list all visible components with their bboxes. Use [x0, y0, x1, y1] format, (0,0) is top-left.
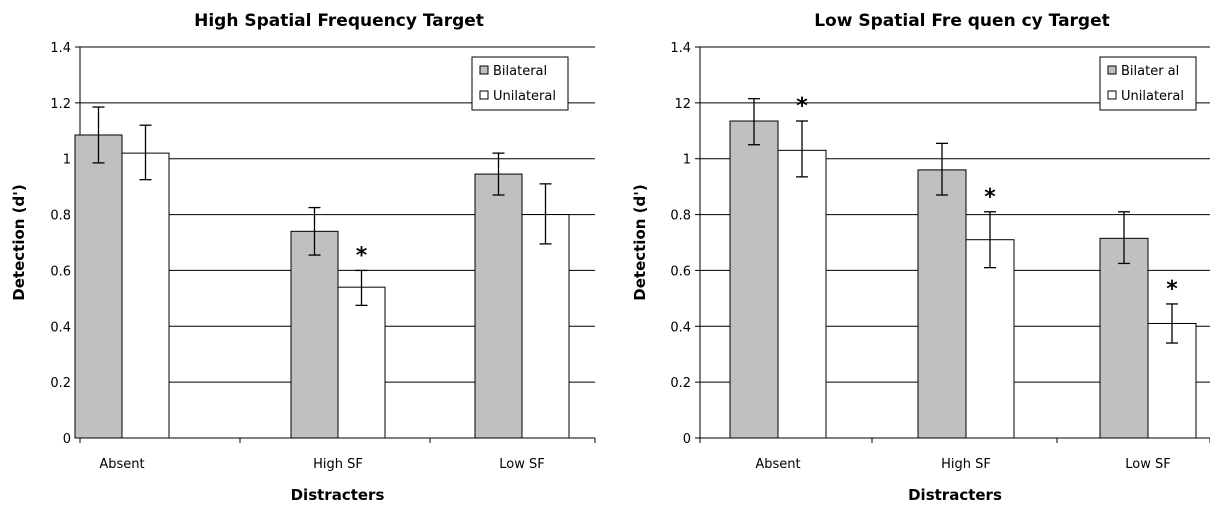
- bar-unilateral-3: [521, 214, 570, 439]
- y-tick-label: 0: [683, 432, 691, 447]
- legend-label: Unilateral: [1121, 89, 1184, 104]
- x-tick-label: Absent: [755, 457, 800, 472]
- x-tick-label: Absent: [99, 457, 144, 472]
- y-tick-label: 1: [683, 153, 691, 168]
- bar-bilateral-2: [917, 169, 967, 439]
- significance-asterisk: *: [984, 185, 996, 210]
- chart-title: High Spatial Frequency Target: [194, 11, 484, 31]
- legend-swatch: [1107, 65, 1117, 75]
- y-tick-label: 0.6: [50, 264, 71, 279]
- y-tick-label: 0.2: [50, 376, 71, 391]
- y-tick-label: 1: [63, 153, 71, 168]
- legend-label: Bilateral: [493, 64, 547, 79]
- x-tick-label: High SF: [941, 457, 991, 472]
- x-axis-label: Distracters: [291, 486, 385, 504]
- x-tick-label: Low SF: [1125, 457, 1170, 472]
- y-tick-label: 1.2: [50, 97, 71, 112]
- x-tick-label: High SF: [313, 457, 363, 472]
- legend-label: Bilater al: [1121, 64, 1179, 79]
- y-tick-label: 12: [674, 97, 691, 112]
- chart-panel-1: High Spatial Frequency Target 0 0.2 0.4 0.6 0…: [10, 11, 596, 504]
- y-tick-label: 1.4: [670, 41, 691, 56]
- y-axis-label: Detection (d'): [631, 184, 649, 300]
- legend-swatch: [1107, 90, 1117, 100]
- significance-asterisk: *: [796, 94, 808, 119]
- bar-bilateral-3: [474, 173, 523, 439]
- legend-swatch: [479, 65, 489, 75]
- legend-swatch: [479, 90, 489, 100]
- y-tick-label: 0.4: [670, 320, 691, 335]
- x-tick-label: Low SF: [499, 457, 544, 472]
- y-tick-label: 0.2: [670, 376, 691, 391]
- y-tick-label: 0.8: [670, 209, 691, 224]
- x-axis-label: Distracters: [908, 486, 1002, 504]
- bar-bilateral-1: [74, 134, 123, 439]
- bar-unilateral-1: [121, 152, 170, 439]
- bar-bilateral-3: [1099, 237, 1149, 439]
- significance-asterisk: *: [1166, 277, 1178, 302]
- bar-unilateral-2: [965, 239, 1015, 439]
- y-tick-label: 1.4: [50, 41, 71, 56]
- bar-unilateral-1: [777, 149, 827, 439]
- y-tick-label: 0.4: [50, 320, 71, 335]
- legend-label: Unilateral: [493, 89, 556, 104]
- chart-panel-2: Low Spatial Fre quen cy Target 0 0.2 0.4 0.6…: [631, 11, 1210, 504]
- y-tick-label: 0: [63, 432, 71, 447]
- bar-bilateral-2: [290, 230, 339, 439]
- bar-unilateral-2: [337, 286, 386, 439]
- y-axis-label: Detection (d'): [10, 184, 28, 300]
- y-tick-label: 0.6: [670, 264, 691, 279]
- chart-title: Low Spatial Fre quen cy Target: [814, 11, 1110, 31]
- y-tick-label: 0.8: [50, 209, 71, 224]
- significance-asterisk: *: [356, 243, 368, 268]
- bar-bilateral-1: [729, 120, 779, 439]
